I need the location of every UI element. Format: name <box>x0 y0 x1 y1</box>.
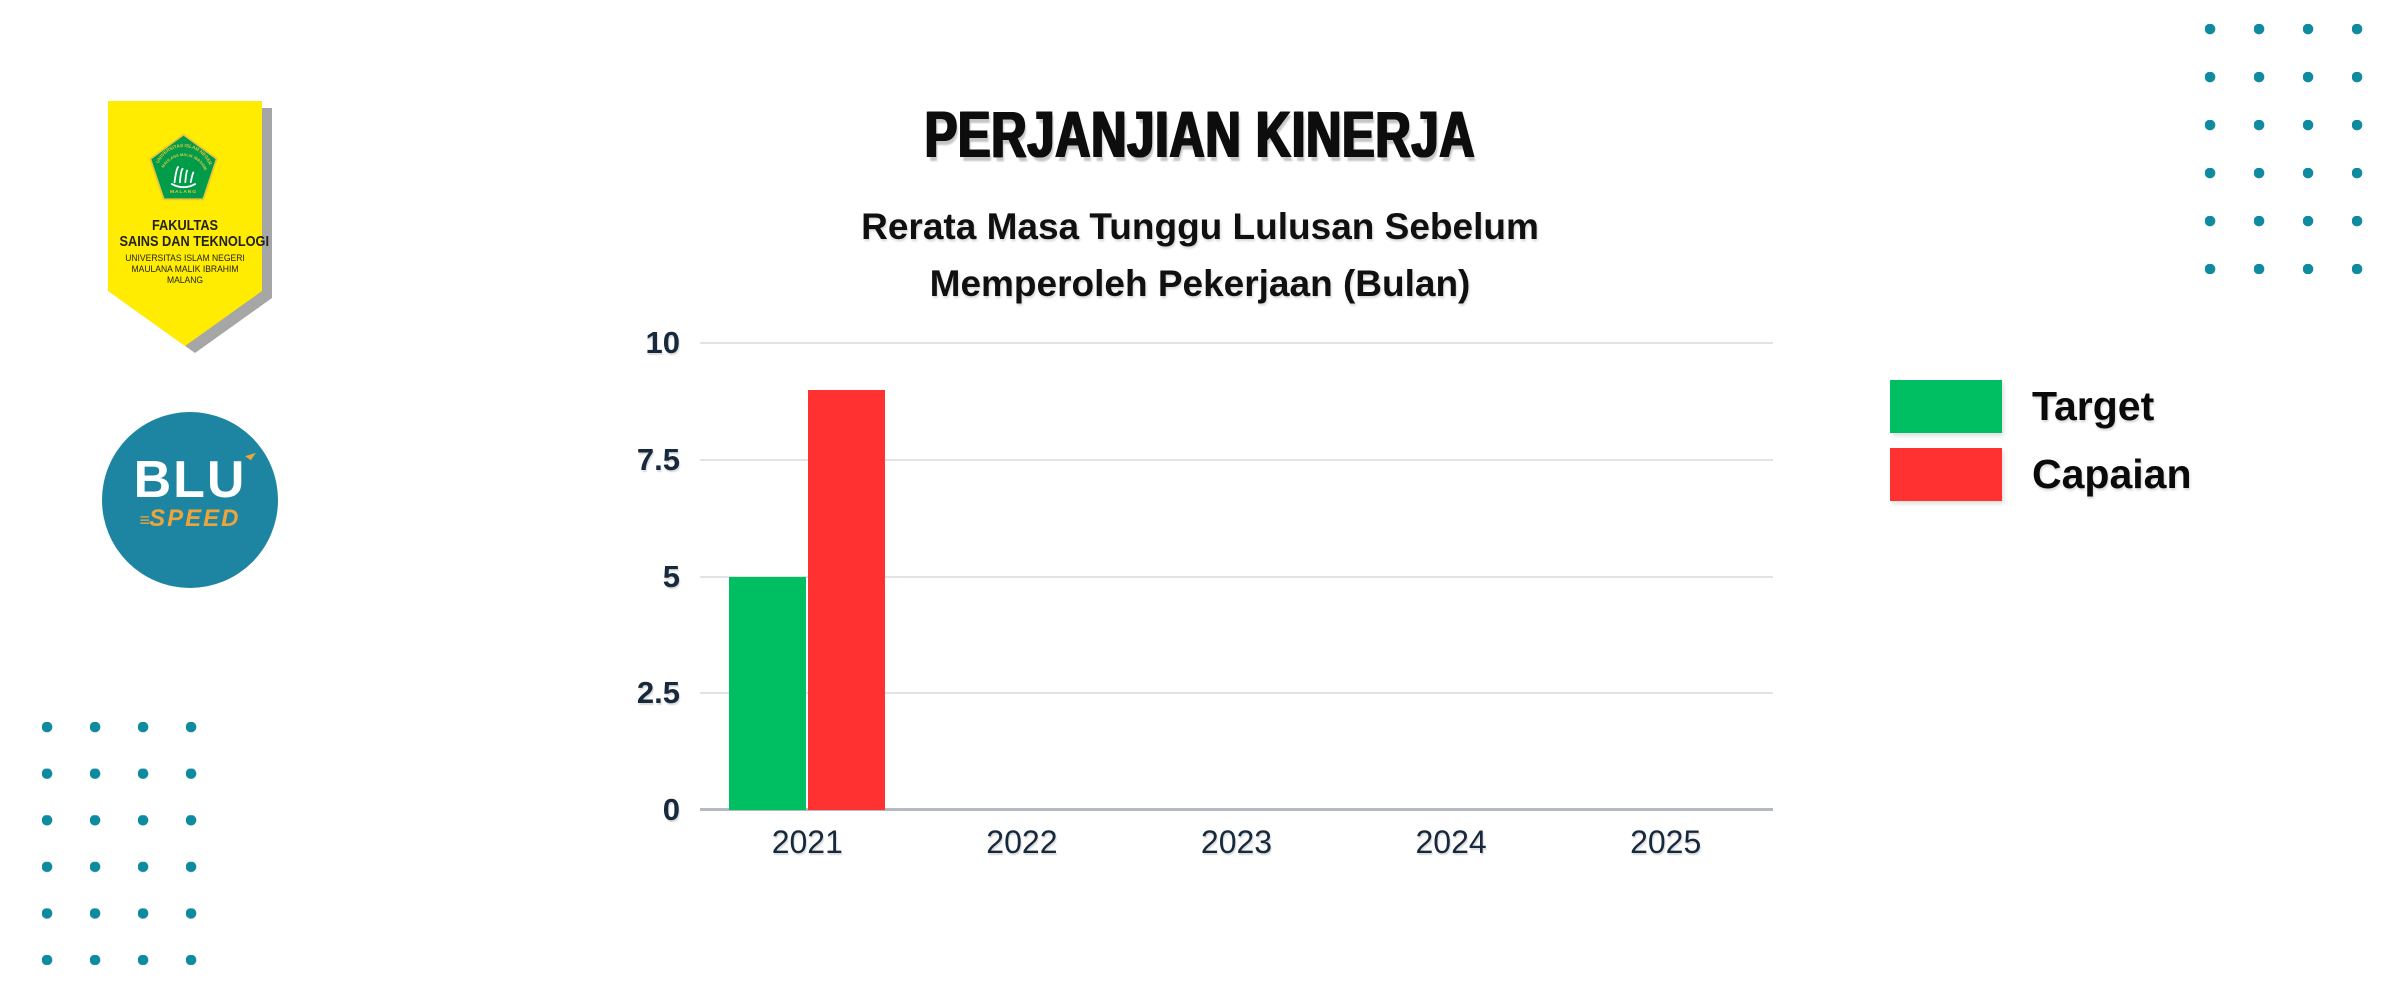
gridline-0 <box>700 808 1773 811</box>
chart-title-line1: Rerata Masa Tunggu Lulusan Sebelum <box>861 206 1539 247</box>
chart-legend: Target Capaian <box>1890 380 2192 516</box>
x-tick-label-2022: 2022 <box>986 824 1058 860</box>
speed-lines-icon: ≡ <box>139 510 150 530</box>
category-slot-2023 <box>1129 343 1344 810</box>
blu-accent-tick-icon <box>245 448 257 461</box>
y-axis-tick-labels: 0 2.5 5 7.5 10 <box>520 325 680 827</box>
blu-logo-text: BLU <box>133 448 257 509</box>
category-slot-2022 <box>915 343 1130 810</box>
emblem-bottom-text: MALANG <box>170 189 197 195</box>
legend-label-capaian: Capaian <box>2032 451 2192 497</box>
uin-malang-emblem-icon: UNIVERSITAS ISLAM NEGERI MAULANA MALIK I… <box>147 132 218 201</box>
x-tick-label-2023: 2023 <box>1200 824 1273 860</box>
blu-logo-main-label: BLU <box>133 451 247 509</box>
faculty-name-line2: SAINS DAN TEKNOLOGI <box>119 233 270 250</box>
legend-row-capaian: Capaian <box>1890 448 2192 501</box>
category-slot-2025 <box>1558 343 1773 810</box>
chart-plot <box>700 342 1773 811</box>
bar-group-2021 <box>729 343 886 810</box>
legend-swatch-capaian <box>1890 448 2002 501</box>
x-tick-label-2024: 2024 <box>1415 824 1487 860</box>
y-tick-label-10: 10 <box>645 325 680 360</box>
y-tick-label-2.5: 2.5 <box>636 675 680 711</box>
page-title: PERJANJIAN KINERJA <box>924 97 1476 171</box>
legend-swatch-target <box>1890 380 2002 433</box>
university-name-line1: UNIVERSITAS ISLAM NEGERI <box>125 253 245 264</box>
y-tick-label-5: 5 <box>662 558 680 594</box>
university-name-line3: MALANG <box>166 275 204 286</box>
x-axis-tick-labels: 2021 2022 2023 2024 2025 <box>700 824 1773 861</box>
dot-grid-top-right <box>2205 24 2363 274</box>
gridline-2.5 <box>700 692 1773 695</box>
blu-logo-sub-label: SPEED <box>149 505 241 532</box>
faculty-name-line1: FAKULTAS <box>151 217 219 234</box>
blu-speed-logo: BLU ≡SPEED <box>102 412 278 588</box>
y-tick-label-0: 0 <box>662 792 680 827</box>
dot-grid-bottom-left <box>42 722 197 965</box>
legend-label-target: Target <box>2032 383 2155 429</box>
x-tick-label-2021: 2021 <box>771 824 843 860</box>
x-tick-label-2025: 2025 <box>1630 824 1702 860</box>
legend-row-target: Target <box>1890 380 2192 433</box>
category-slot-2024 <box>1344 343 1559 810</box>
bar-capaian-2021 <box>808 389 886 810</box>
y-tick-label-7.5: 7.5 <box>636 441 680 477</box>
university-name-line2: MAULANA MALIK IBRAHIM <box>131 264 239 275</box>
bar-slots <box>700 343 1773 810</box>
gridline-5 <box>700 575 1773 578</box>
chart-title: Rerata Masa Tunggu Lulusan Sebelum Mempe… <box>861 198 1539 312</box>
blu-logo-subtext: ≡SPEED <box>102 506 278 533</box>
chart-title-line2: Memperoleh Pekerjaan (Bulan) <box>929 263 1471 304</box>
emblem-calligraphy <box>170 166 197 189</box>
category-slot-2021 <box>700 343 915 810</box>
gridline-10 <box>700 342 1773 344</box>
gridline-7.5 <box>700 458 1773 461</box>
faculty-pennant: UNIVERSITAS ISLAM NEGERI MAULANA MALIK I… <box>98 96 288 361</box>
bar-target-2021 <box>729 576 807 810</box>
